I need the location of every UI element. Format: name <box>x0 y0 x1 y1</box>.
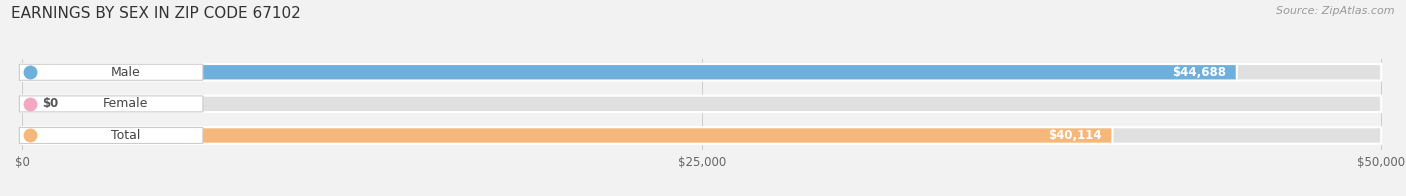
FancyBboxPatch shape <box>20 127 202 143</box>
Text: Total: Total <box>111 129 141 142</box>
FancyBboxPatch shape <box>22 64 1237 81</box>
FancyBboxPatch shape <box>22 64 1381 81</box>
FancyBboxPatch shape <box>20 96 202 112</box>
FancyBboxPatch shape <box>22 127 1381 144</box>
FancyBboxPatch shape <box>20 64 202 80</box>
FancyBboxPatch shape <box>22 127 1112 144</box>
Text: Source: ZipAtlas.com: Source: ZipAtlas.com <box>1277 6 1395 16</box>
FancyBboxPatch shape <box>22 96 1381 112</box>
Text: $0: $0 <box>42 97 59 110</box>
Text: Male: Male <box>111 66 141 79</box>
Text: $44,688: $44,688 <box>1173 66 1226 79</box>
Text: $40,114: $40,114 <box>1047 129 1101 142</box>
Text: Female: Female <box>103 97 149 110</box>
Text: EARNINGS BY SEX IN ZIP CODE 67102: EARNINGS BY SEX IN ZIP CODE 67102 <box>11 6 301 21</box>
